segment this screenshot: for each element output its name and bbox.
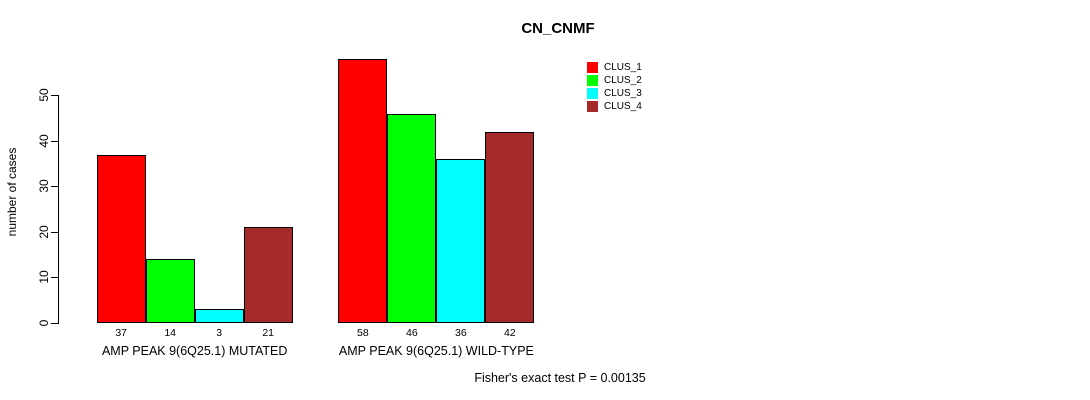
bar-clus_3-group2 bbox=[436, 159, 486, 323]
bar-value-label: 21 bbox=[262, 327, 275, 339]
y-axis-label: number of cases bbox=[5, 147, 19, 237]
x-axis-group-label: AMP PEAK 9(6Q25.1) WILD-TYPE bbox=[338, 344, 534, 358]
x-axis-group-label: AMP PEAK 9(6Q25.1) MUTATED bbox=[101, 344, 288, 358]
legend-swatch-icon bbox=[587, 62, 598, 73]
legend-item-clus_2: CLUS_2 bbox=[587, 74, 642, 87]
bar-value-label: 14 bbox=[164, 327, 177, 339]
bar-clus_4-group1 bbox=[243, 227, 293, 323]
legend-label: CLUS_3 bbox=[604, 88, 642, 99]
legend: CLUS_1 CLUS_2 CLUS_3 CLUS_4 bbox=[587, 61, 642, 113]
y-axis-tick-label: 30 bbox=[37, 179, 51, 194]
legend-label: CLUS_2 bbox=[604, 75, 642, 86]
y-axis-tick bbox=[51, 95, 58, 97]
bar-clus_4-group2 bbox=[485, 131, 535, 323]
bar-clus_1-group1 bbox=[96, 154, 146, 323]
legend-swatch-icon bbox=[587, 75, 598, 86]
y-axis-tick bbox=[51, 231, 58, 233]
y-axis-line bbox=[58, 95, 59, 324]
y-axis-tick-label: 50 bbox=[37, 88, 51, 103]
y-axis-tick bbox=[51, 186, 58, 188]
bar-value-label: 42 bbox=[504, 327, 516, 339]
bar-clus_2-group1 bbox=[145, 259, 195, 323]
legend-label: CLUS_4 bbox=[604, 101, 642, 112]
legend-swatch-icon bbox=[587, 88, 598, 99]
bar-clus_2-group2 bbox=[387, 113, 437, 323]
bar-clus_1-group2 bbox=[338, 58, 388, 323]
legend-item-clus_4: CLUS_4 bbox=[587, 100, 642, 113]
y-axis-tick-label: 20 bbox=[37, 225, 51, 239]
legend-item-clus_1: CLUS_1 bbox=[587, 61, 642, 74]
legend-label: CLUS_1 bbox=[604, 62, 642, 73]
legend-item-clus_3: CLUS_3 bbox=[587, 87, 642, 100]
y-axis-tick bbox=[51, 140, 58, 142]
bar-clus_3-group1 bbox=[194, 309, 244, 323]
y-axis-tick bbox=[51, 323, 58, 324]
bar-value-label: 36 bbox=[455, 327, 467, 339]
bar-value-label: 3 bbox=[216, 327, 223, 339]
y-axis-tick-label: 40 bbox=[37, 134, 51, 148]
bar-value-label: 37 bbox=[115, 327, 128, 339]
y-axis-tick-label: 10 bbox=[37, 270, 51, 285]
y-axis-tick-label: 0 bbox=[37, 319, 51, 327]
y-axis-tick bbox=[51, 277, 58, 279]
legend-swatch-icon bbox=[587, 101, 598, 112]
bar-value-label: 46 bbox=[406, 327, 418, 339]
bar-value-label: 58 bbox=[357, 327, 369, 339]
chart-title: CN_CNMF bbox=[521, 20, 595, 37]
fisher-test-annotation: Fisher's exact test P = 0.00135 bbox=[474, 371, 646, 385]
